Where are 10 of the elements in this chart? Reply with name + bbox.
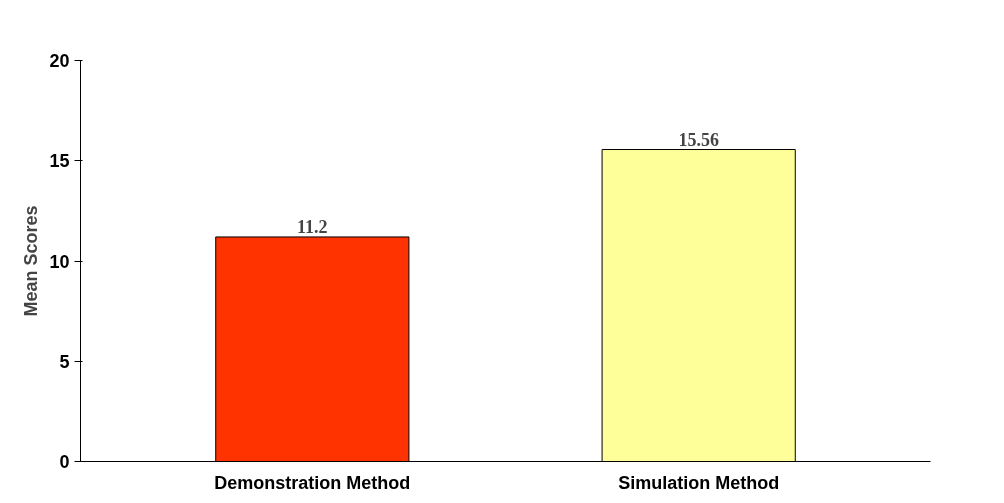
y-axis-title: Mean Scores: [21, 205, 42, 317]
y-tick-label: 10: [49, 251, 70, 272]
y-tick-label: 0: [59, 452, 70, 472]
x-tick-label: Demonstration Method: [214, 472, 411, 493]
data-label: 11.2: [297, 216, 328, 237]
y-tick-label: 15: [49, 151, 70, 172]
data-label: 15.56: [678, 129, 719, 150]
y-tick-label: 5: [59, 351, 70, 372]
x-tick-label: Simulation Method: [618, 472, 780, 493]
y-tick-label: 20: [49, 51, 70, 71]
